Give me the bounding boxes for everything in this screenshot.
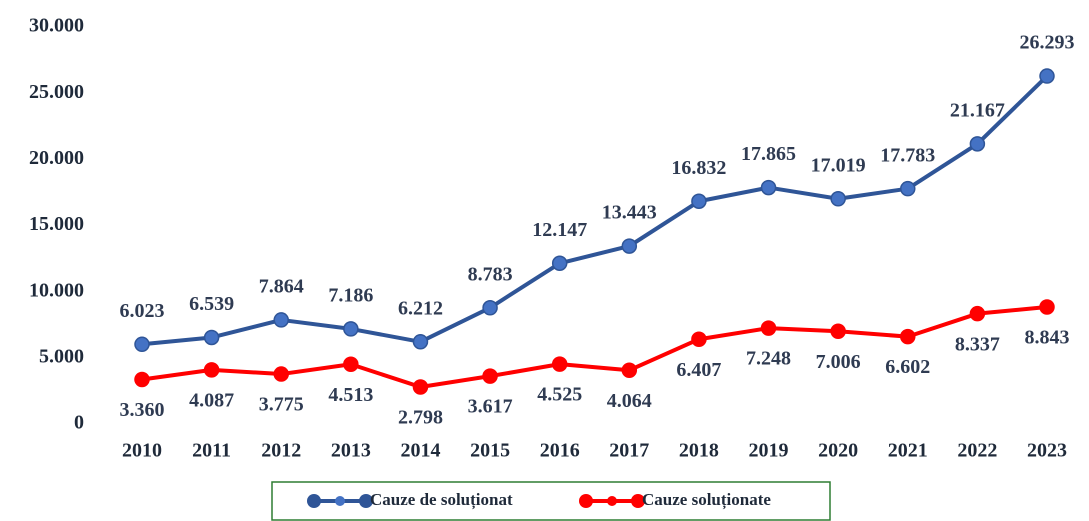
data-label: 4.525: [537, 384, 582, 406]
data-label: 6.212: [398, 297, 443, 319]
point: [482, 368, 498, 384]
y-tick-label: 20.000: [29, 147, 84, 169]
x-tick-label: 2018: [679, 440, 719, 462]
x-tick-label: 2013: [331, 440, 371, 462]
point: [134, 371, 150, 388]
x-tick-label: 2020: [818, 440, 858, 462]
legend-marker: [359, 494, 373, 508]
data-label: 7.006: [816, 351, 861, 373]
data-label: 2.798: [398, 407, 443, 429]
data-label: 17.019: [811, 154, 866, 176]
data-label: 16.832: [671, 157, 726, 179]
y-tick-label: 15.000: [29, 213, 84, 235]
x-tick-label: 2022: [957, 440, 997, 462]
legend-marker: [631, 494, 645, 508]
data-label: 8.337: [955, 333, 1000, 355]
point: [273, 312, 289, 328]
data-label: 7.186: [328, 284, 373, 306]
series-line: [141, 304, 1048, 389]
data-label: 3.617: [468, 396, 513, 418]
point: [830, 191, 846, 207]
data-label: 26.293: [1020, 32, 1075, 54]
legend-marker: [307, 494, 321, 508]
x-tick-label: 2017: [609, 440, 649, 462]
x-tick-label: 2015: [470, 440, 510, 462]
point: [621, 238, 638, 254]
data-label: 7.248: [746, 348, 791, 370]
data-label: 7.864: [259, 276, 304, 298]
point: [830, 323, 846, 340]
point: [1039, 299, 1055, 315]
y-tick-label: 30.000: [29, 15, 84, 37]
data-label: 3.775: [259, 394, 304, 416]
point: [482, 300, 498, 316]
data-label: 6.407: [676, 359, 721, 381]
y-tick-label: 5.000: [39, 345, 84, 367]
point: [203, 362, 220, 378]
legend-label: Cauze soluționate: [642, 490, 771, 510]
point: [900, 180, 916, 197]
x-tick-label: 2019: [749, 440, 789, 462]
data-label: 8.843: [1025, 327, 1070, 349]
data-label: 6.602: [885, 356, 930, 378]
data-label: 13.443: [602, 202, 657, 224]
x-tick-label: 2010: [122, 440, 162, 462]
point: [551, 356, 568, 372]
legend-marker: [335, 496, 345, 506]
point: [1039, 68, 1055, 84]
data-label: 21.167: [950, 99, 1005, 121]
point: [273, 366, 289, 382]
data-label: 4.087: [189, 390, 234, 412]
x-tick-label: 2011: [192, 440, 231, 462]
point: [343, 321, 359, 337]
x-tick-label: 2012: [261, 440, 301, 462]
point: [412, 334, 429, 350]
legend-marker: [607, 496, 617, 506]
point: [621, 362, 638, 378]
point: [343, 356, 359, 373]
point: [134, 336, 150, 353]
x-tick-label: 2021: [888, 440, 928, 462]
x-tick-label: 2016: [540, 440, 580, 462]
point: [412, 379, 429, 395]
point: [691, 193, 707, 210]
y-tick-label: 25.000: [29, 81, 84, 103]
point: [969, 136, 986, 152]
legend-label: Cauze de soluționat: [370, 490, 513, 510]
legend-marker: [579, 494, 593, 508]
y-tick-label: 0: [74, 412, 84, 434]
data-label: 17.783: [880, 144, 935, 166]
point: [969, 305, 986, 322]
point: [760, 320, 777, 336]
y-tick-label: 10.000: [29, 279, 84, 301]
point: [551, 255, 568, 272]
data-label: 6.539: [189, 293, 234, 315]
point: [203, 329, 220, 346]
point: [691, 331, 707, 347]
data-label: 4.513: [328, 384, 373, 406]
data-label: 3.360: [120, 399, 165, 421]
data-label: 8.783: [468, 263, 513, 285]
point: [760, 179, 777, 196]
x-tick-label: 2023: [1027, 440, 1067, 462]
series-line: [141, 74, 1049, 347]
data-label: 4.064: [607, 390, 652, 412]
data-label: 17.865: [741, 143, 796, 165]
data-label: 12.147: [532, 219, 587, 241]
data-label: 6.023: [120, 300, 165, 322]
point: [900, 328, 916, 345]
x-tick-label: 2014: [400, 440, 440, 462]
